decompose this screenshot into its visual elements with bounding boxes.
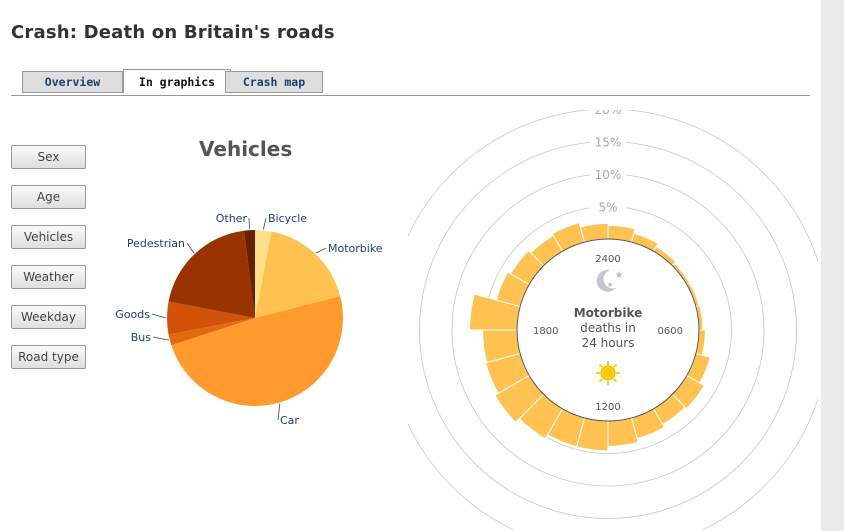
tab-crash-map[interactable]: Crash map: [225, 71, 323, 93]
pie-leader-line: [151, 313, 167, 319]
age-button[interactable]: Age: [11, 185, 86, 209]
pie-slice-goods[interactable]: [167, 301, 255, 335]
ring-label-background: [590, 167, 626, 181]
pie-leader-line: [315, 247, 327, 254]
motorbike-radial-chart: 20% 15% 10% 5% 2400 0600 1200 1800 Motorbikedeat…: [408, 110, 818, 530]
radial-baseline: [516, 238, 700, 422]
weekday-button[interactable]: Weekday: [11, 305, 86, 329]
weather-button[interactable]: Weather: [11, 265, 86, 289]
pie-label-car: Car: [280, 414, 299, 427]
ring-label-background: [590, 134, 626, 149]
time-label-1200: 1200: [595, 402, 620, 413]
tab-overview[interactable]: Overview: [22, 71, 123, 93]
time-label-1800: 1800: [533, 326, 558, 337]
vehicles-pie-chart: Bicycle Motorbike Car Bus Goods Pedestrian Oth…: [115, 212, 383, 427]
page-title: Crash: Death on Britain's roads: [11, 22, 335, 43]
center-subtitle-line-1: deaths in: [580, 321, 636, 335]
tab-bar: Overview In graphics Crash map: [11, 69, 810, 96]
time-label-2400: 2400: [595, 254, 620, 265]
ring-label-5-percent: 5%: [598, 201, 617, 215]
pie-label-bus: Bus: [131, 331, 152, 344]
pie-slice-other[interactable]: [243, 230, 255, 318]
pie-leader-line: [152, 336, 169, 341]
vehicles-chart-title: Vehicles: [199, 137, 293, 161]
pie-slice-motorbike[interactable]: [255, 231, 341, 318]
road-type-button[interactable]: Road type: [11, 345, 86, 369]
sex-button[interactable]: Sex: [11, 145, 86, 169]
moon-stars-icon: [596, 269, 623, 292]
ring-label-background: [590, 110, 626, 116]
pie-leader-line: [277, 403, 281, 421]
pie-label-other: Other: [216, 212, 248, 225]
pie-leader-line: [186, 242, 195, 254]
pie-slice-pedestrian[interactable]: [168, 230, 255, 318]
vehicles-button[interactable]: Vehicles: [11, 225, 86, 249]
ring-label-15-percent: 15%: [595, 136, 622, 150]
center-subtitle-line-2: 24 hours: [582, 336, 635, 350]
page: Crash: Death on Britain's roads Overview…: [11, 22, 818, 530]
pie-label-pedestrian: Pedestrian: [127, 237, 185, 250]
pie-slice-car[interactable]: [171, 296, 343, 406]
pie-label-motorbike: Motorbike: [328, 242, 383, 255]
pie-slice-bicycle[interactable]: [255, 230, 272, 318]
pie-slice-bus[interactable]: [168, 318, 255, 346]
scrollbar-track[interactable]: [821, 0, 844, 531]
ring-label-20-percent: 20%: [595, 110, 622, 117]
ring-label-background: [590, 199, 626, 214]
tab-in-graphics[interactable]: In graphics: [123, 69, 231, 94]
pie-leader-line: [262, 217, 267, 230]
pie-label-bicycle: Bicycle: [268, 212, 307, 225]
pie-label-goods: Goods: [115, 308, 150, 321]
center-title: Motorbike: [574, 306, 643, 320]
ring-label-10-percent: 10%: [595, 168, 622, 182]
sun-icon: [596, 361, 620, 385]
time-label-0600: 0600: [658, 326, 683, 337]
